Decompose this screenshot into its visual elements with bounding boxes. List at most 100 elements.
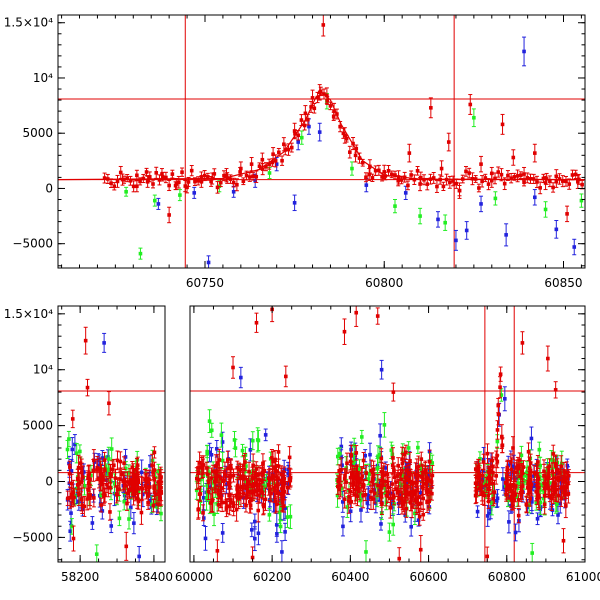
data-point (531, 177, 536, 181)
data-point (253, 519, 257, 524)
data-point (287, 455, 292, 460)
data-point (65, 447, 70, 452)
data-point (406, 183, 410, 188)
data-point (224, 506, 229, 510)
data-point (486, 182, 491, 186)
data-point (517, 472, 522, 476)
data-point (249, 162, 254, 166)
data-point (118, 170, 123, 175)
data-point (209, 179, 213, 184)
data-point (250, 438, 255, 443)
data-point (364, 183, 369, 187)
data-point (341, 524, 345, 529)
data-point (239, 375, 243, 380)
data-point (215, 549, 220, 553)
data-point (110, 467, 115, 472)
data-point (264, 164, 268, 169)
data-point (271, 498, 276, 502)
data-point (384, 466, 388, 470)
data-point (82, 504, 87, 509)
data-point (386, 168, 391, 173)
data-point (288, 514, 293, 519)
data-point (212, 172, 217, 176)
data-point (217, 458, 222, 462)
data-point (400, 457, 404, 461)
data-point (408, 458, 412, 463)
data-point (280, 487, 284, 491)
data-point (543, 181, 548, 185)
data-point (269, 491, 273, 496)
data-point (135, 184, 139, 189)
data-point (131, 184, 136, 189)
data-point (177, 180, 181, 185)
data-point (261, 504, 266, 509)
data-point (572, 245, 577, 249)
data-point (579, 198, 584, 203)
data-point (272, 489, 276, 493)
data-point (74, 451, 79, 455)
data-point (249, 482, 253, 487)
data-point (98, 479, 103, 483)
data-point (123, 484, 128, 488)
data-point (499, 393, 504, 397)
data-point (515, 495, 520, 499)
data-point (509, 176, 513, 180)
data-point (383, 174, 388, 178)
data-point (127, 517, 131, 521)
data-point (419, 175, 423, 180)
data-point (387, 530, 392, 534)
data-point (359, 508, 363, 512)
data-point (125, 176, 129, 180)
data-point (160, 174, 165, 179)
data-point (257, 488, 262, 493)
data-point (377, 168, 381, 173)
data-point (151, 470, 155, 475)
data-point (495, 496, 500, 501)
data-point (152, 485, 156, 489)
data-point (388, 505, 393, 510)
data-point (254, 320, 259, 325)
data-point (548, 179, 552, 184)
data-point (512, 175, 517, 179)
data-point (146, 500, 150, 505)
data-point (525, 176, 530, 180)
data-point (99, 493, 103, 497)
data-point (118, 477, 122, 481)
data-point (489, 171, 494, 176)
data-point (404, 485, 408, 490)
data-point (69, 469, 74, 473)
data-point (86, 487, 90, 491)
data-point (224, 473, 228, 478)
data-point (443, 220, 447, 225)
data-point (232, 438, 237, 442)
data-point (206, 479, 211, 484)
data-point (338, 124, 342, 129)
data-point (335, 454, 340, 459)
data-point (159, 511, 163, 516)
data-point (78, 449, 82, 454)
data-point (255, 483, 259, 488)
data-point (201, 516, 206, 520)
data-point (103, 464, 108, 469)
data-point (384, 479, 388, 484)
data-point (206, 260, 211, 265)
data-point (219, 476, 223, 481)
data-point (538, 186, 542, 190)
data-point (76, 479, 81, 484)
data-point (268, 476, 272, 481)
data-point (376, 454, 380, 459)
data-point (354, 475, 359, 480)
data-point (404, 450, 408, 455)
bottom-panel-full-light-curve: 5820058400600006020060400606006080061000… (4, 305, 600, 584)
data-point (522, 49, 526, 54)
data-point (186, 180, 191, 184)
data-point (277, 491, 281, 496)
data-point (82, 483, 87, 488)
data-point (79, 480, 83, 484)
data-point (70, 417, 75, 421)
data-point (85, 385, 90, 390)
data-point (263, 433, 268, 437)
data-point (156, 202, 161, 206)
x-tick-label: 60850 (544, 276, 582, 290)
